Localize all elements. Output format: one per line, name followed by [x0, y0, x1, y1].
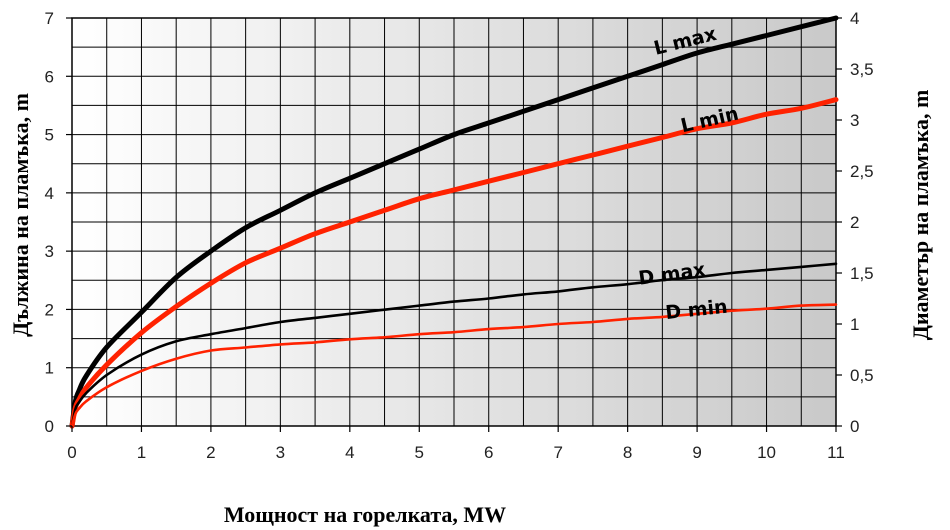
series-l-max [69, 15, 839, 429]
y-left-tick-label: 2 [45, 300, 54, 319]
y-right-tick-label: 2,5 [850, 162, 874, 181]
x-axis-title: Мощност на горелката, MW [224, 502, 506, 527]
series-d-max [70, 262, 838, 428]
x-tick-label: 3 [276, 443, 285, 462]
series-d-min [70, 303, 838, 428]
y-right-tick-label: 1,5 [850, 264, 874, 283]
x-tick-label: 8 [623, 443, 632, 462]
y-axis-right: 0 0,5 1 1,5 2 2,5 3 3,5 4 [836, 9, 874, 436]
y-left-tick-label: 3 [45, 242, 54, 261]
x-tick-label: 10 [757, 443, 776, 462]
x-tick-label: 11 [827, 443, 845, 462]
y-axis-right-title: Диаметър на пламъка, m [908, 90, 933, 341]
y-axis-left: 0 1 2 3 4 5 6 7 [45, 9, 72, 436]
x-tick-label: 9 [692, 443, 701, 462]
y-right-tick-label: 1 [850, 315, 859, 334]
x-tick-label: 4 [345, 443, 354, 462]
y-left-tick-label: 1 [45, 359, 54, 378]
x-tick-label: 7 [553, 443, 562, 462]
x-axis: 0 1 2 3 4 5 6 7 8 9 10 11 [67, 426, 845, 462]
y-right-tick-label: 0 [850, 417, 859, 436]
y-right-tick-label: 3,5 [850, 60, 874, 79]
grid-lines [71, 17, 837, 427]
y-left-tick-label: 4 [45, 184, 54, 203]
y-left-tick-label: 7 [45, 9, 54, 28]
series-l-min [69, 97, 839, 429]
y-left-tick-label: 5 [45, 126, 54, 145]
x-tick-label: 0 [67, 443, 76, 462]
x-tick-label: 6 [484, 443, 493, 462]
x-tick-label: 2 [206, 443, 215, 462]
y-right-tick-label: 3 [850, 111, 859, 130]
y-right-tick-label: 0,5 [850, 366, 874, 385]
x-tick-label: 5 [415, 443, 424, 462]
x-tick-label: 1 [137, 443, 146, 462]
y-right-tick-label: 4 [850, 9, 859, 28]
series-layer [69, 15, 839, 429]
y-axis-left-title: Дължина на пламъка, m [8, 93, 33, 337]
y-left-tick-label: 6 [45, 67, 54, 86]
y-left-tick-label: 0 [45, 417, 54, 436]
y-right-tick-label: 2 [850, 213, 859, 232]
